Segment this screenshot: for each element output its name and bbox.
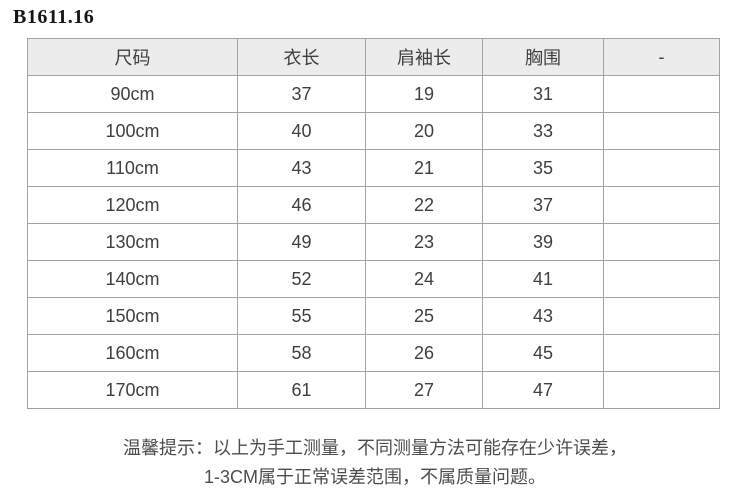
cell-size: 170cm (27, 371, 238, 409)
cell-garment-length: 52 (237, 260, 366, 298)
table-row: 140cm 52 24 41 (27, 260, 720, 298)
header-garment-length: 衣长 (237, 38, 366, 76)
cell-size: 110cm (27, 149, 238, 187)
cell-shoulder-sleeve-length: 19 (365, 75, 483, 113)
note-line-1: 温馨提示：以上为手工测量，不同测量方法可能存在少许误差， (123, 438, 627, 458)
cell-size: 90cm (27, 75, 238, 113)
cell-size: 120cm (27, 186, 238, 224)
cell-size: 100cm (27, 112, 238, 150)
cell-garment-length: 43 (237, 149, 366, 187)
cell-chest: 41 (482, 260, 604, 298)
cell-garment-length: 37 (237, 75, 366, 113)
header-row: 尺码 衣长 肩袖长 胸围 - (27, 38, 720, 76)
table-body: 90cm 37 19 31 100cm 40 20 33 110cm 43 21 35 120cm 46 2… (27, 75, 720, 409)
page-title: B1611.16 (13, 6, 95, 28)
cell-chest: 37 (482, 186, 604, 224)
cell-chest: 47 (482, 371, 604, 409)
table-row: 90cm 37 19 31 (27, 75, 720, 113)
cell-shoulder-sleeve-length: 20 (365, 112, 483, 150)
cell-extra (603, 149, 720, 187)
cell-extra (603, 112, 720, 150)
cell-shoulder-sleeve-length: 24 (365, 260, 483, 298)
cell-extra (603, 186, 720, 224)
cell-shoulder-sleeve-length: 26 (365, 334, 483, 372)
cell-chest: 33 (482, 112, 604, 150)
cell-chest: 31 (482, 75, 604, 113)
table-row: 100cm 40 20 33 (27, 112, 720, 150)
cell-garment-length: 61 (237, 371, 366, 409)
header-size: 尺码 (27, 38, 238, 76)
cell-extra (603, 75, 720, 113)
cell-garment-length: 55 (237, 297, 366, 335)
cell-garment-length: 49 (237, 223, 366, 261)
cell-chest: 43 (482, 297, 604, 335)
cell-shoulder-sleeve-length: 21 (365, 149, 483, 187)
table-row: 160cm 58 26 45 (27, 334, 720, 372)
table-row: 150cm 55 25 43 (27, 297, 720, 335)
cell-extra (603, 371, 720, 409)
table-row: 170cm 61 27 47 (27, 371, 720, 409)
cell-chest: 35 (482, 149, 604, 187)
cell-size: 160cm (27, 334, 238, 372)
cell-shoulder-sleeve-length: 23 (365, 223, 483, 261)
cell-shoulder-sleeve-length: 27 (365, 371, 483, 409)
cell-garment-length: 40 (237, 112, 366, 150)
table-row: 120cm 46 22 37 (27, 186, 720, 224)
cell-garment-length: 58 (237, 334, 366, 372)
table-row: 130cm 49 23 39 (27, 223, 720, 261)
size-table: 尺码 衣长 肩袖长 胸围 - 90cm 37 19 31 100cm 40 20 33 110c… (27, 38, 720, 409)
cell-chest: 45 (482, 334, 604, 372)
cell-size: 130cm (27, 223, 238, 261)
header-extra: - (603, 38, 720, 76)
cell-extra (603, 334, 720, 372)
note-line-2: 1-3CM属于正常误差范围，不属质量问题。 (203, 467, 546, 487)
cell-size: 150cm (27, 297, 238, 335)
header-chest: 胸围 (482, 38, 604, 76)
notes: 温馨提示：以上为手工测量，不同测量方法可能存在少许误差， 1-3CM属于正常误差… (0, 434, 750, 492)
cell-shoulder-sleeve-length: 22 (365, 186, 483, 224)
cell-extra (603, 297, 720, 335)
header-shoulder-sleeve-length: 肩袖长 (365, 38, 483, 76)
cell-size: 140cm (27, 260, 238, 298)
cell-chest: 39 (482, 223, 604, 261)
cell-shoulder-sleeve-length: 25 (365, 297, 483, 335)
cell-extra (603, 223, 720, 261)
cell-garment-length: 46 (237, 186, 366, 224)
table-row: 110cm 43 21 35 (27, 149, 720, 187)
cell-extra (603, 260, 720, 298)
